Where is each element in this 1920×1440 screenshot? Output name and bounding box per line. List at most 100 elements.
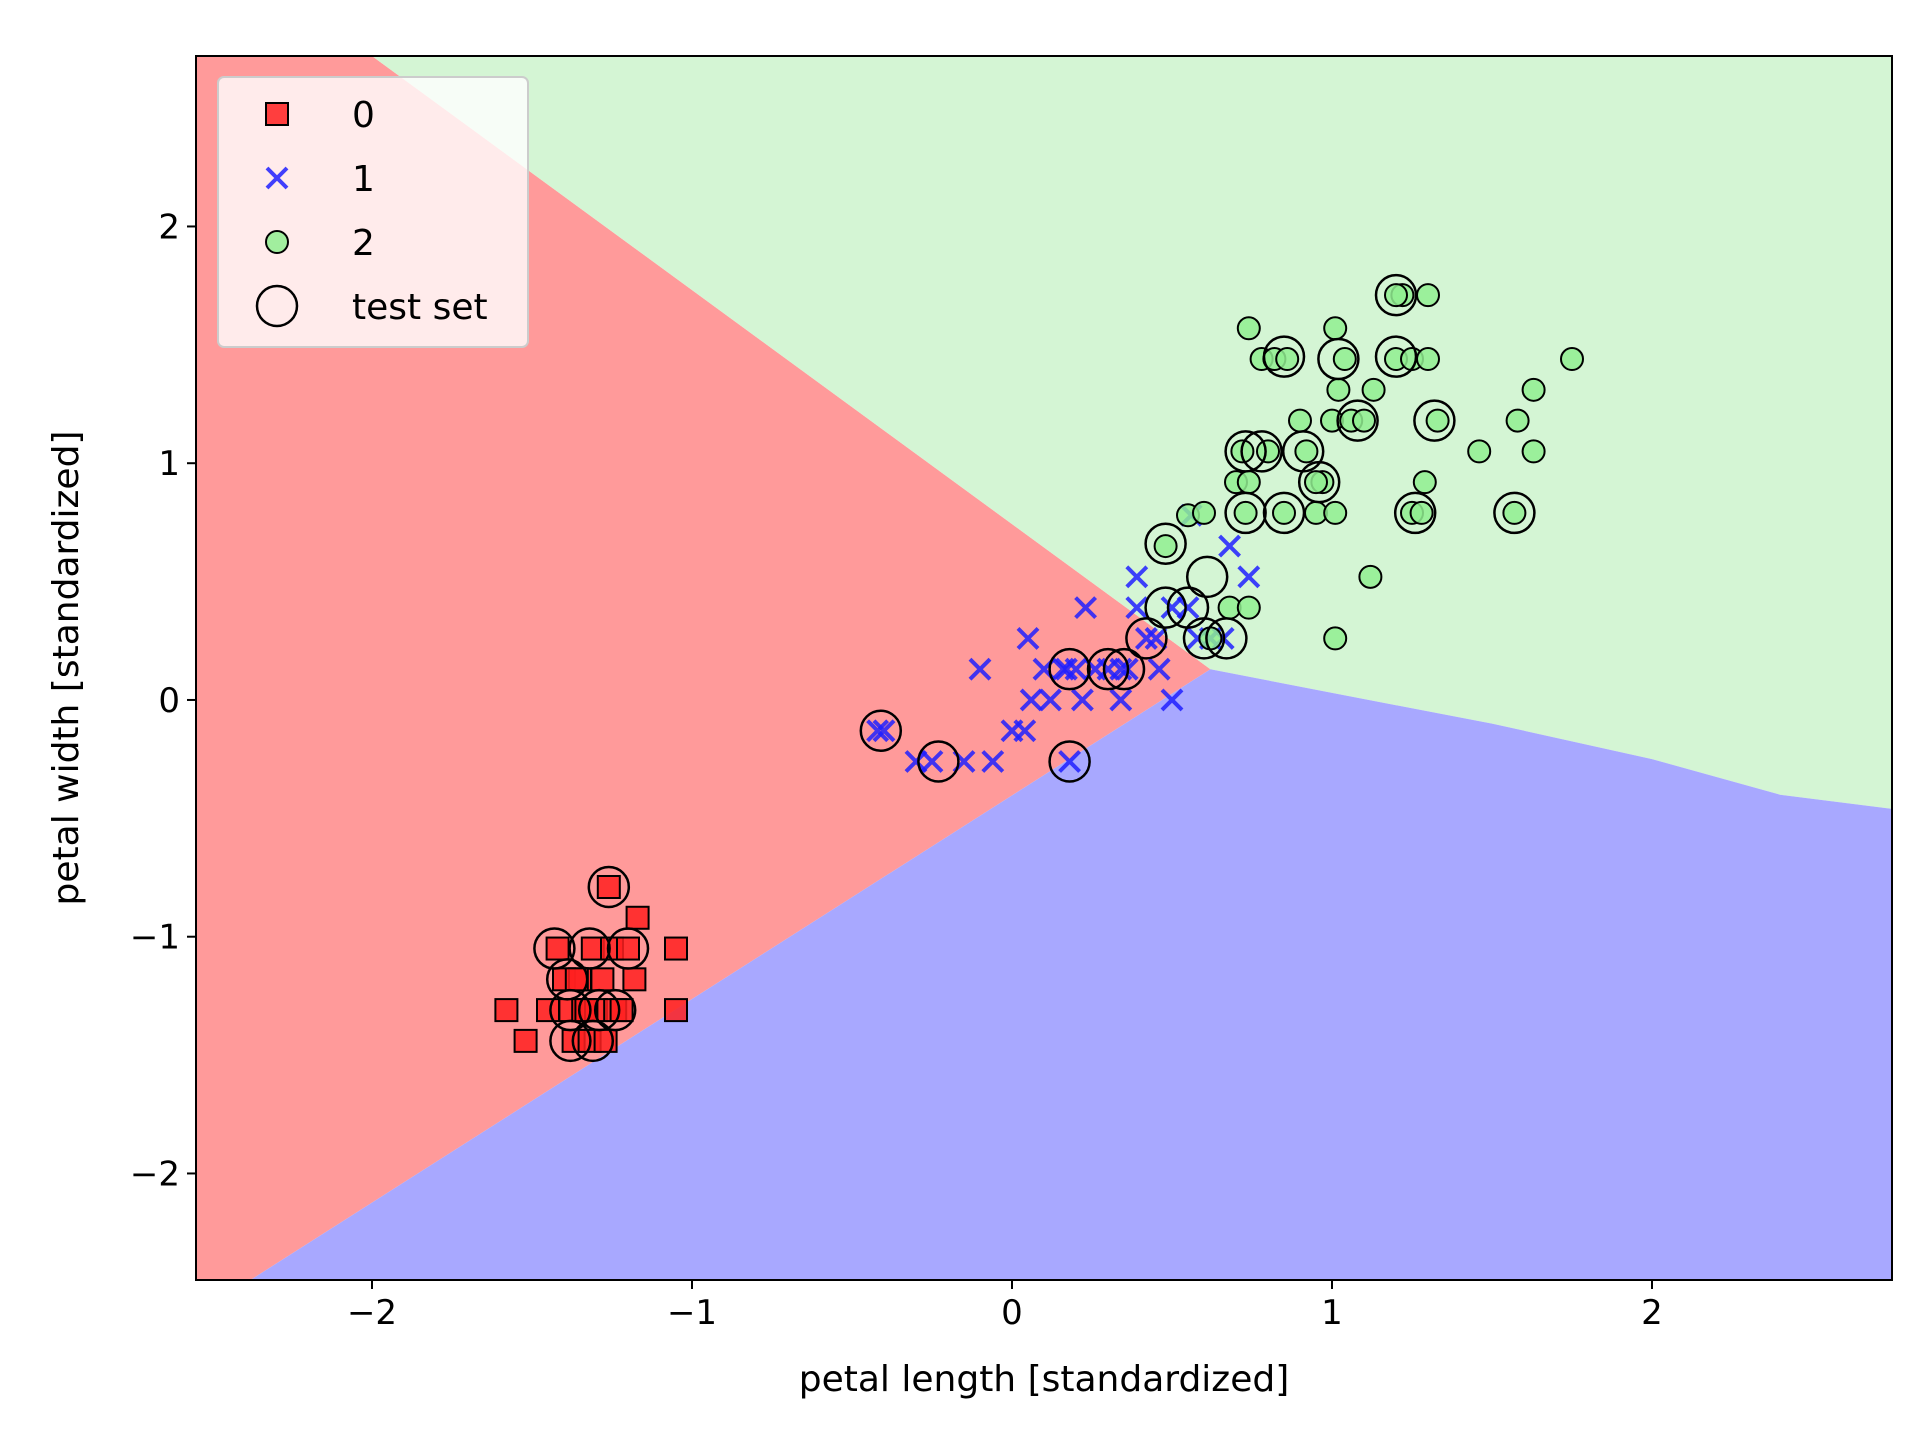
- test-set-ring: [1413, 399, 1456, 442]
- test-set-ring: [606, 927, 650, 970]
- point-class-2: [1502, 500, 1527, 525]
- y-tick-label: 2: [158, 207, 180, 247]
- test-set-ring: [1205, 617, 1248, 660]
- point-class-2: [1233, 500, 1258, 525]
- point-class-2: [1416, 347, 1440, 372]
- test-set-ring: [587, 865, 631, 909]
- test-set-ring: [1262, 491, 1306, 535]
- legend-marker-circle: [265, 230, 289, 254]
- point-class-2: [1236, 470, 1261, 495]
- decision-region-class-0: [196, 56, 1211, 1280]
- point-class-0: [622, 967, 647, 992]
- point-class-1: [1147, 657, 1171, 681]
- y-axis-ticks: −2 −1 0 1 2: [130, 207, 196, 1194]
- point-class-1: [1054, 657, 1078, 681]
- y-tick-label: 1: [158, 444, 180, 484]
- test-set-ring: [571, 1019, 615, 1063]
- x-tick-label: −1: [667, 1293, 717, 1333]
- legend-item-0: 0: [265, 95, 375, 136]
- decision-region-class-1: [250, 669, 1892, 1280]
- point-class-0: [616, 936, 640, 961]
- point-class-2: [1416, 283, 1440, 308]
- test-set-ring: [1336, 399, 1379, 442]
- test-set-ring: [545, 958, 589, 1001]
- legend-item-test-set: test set: [255, 284, 488, 328]
- point-class-2: [1323, 626, 1348, 651]
- y-tick-label: −2: [130, 1154, 180, 1194]
- point-class-2: [1192, 500, 1216, 525]
- x-tick-label: 1: [1321, 1293, 1343, 1333]
- test-set-ring: [1224, 491, 1267, 535]
- point-class-2: [1236, 595, 1261, 620]
- point-class-1: [1134, 626, 1158, 650]
- point-class-1: [1176, 596, 1200, 620]
- point-class-2: [1272, 500, 1296, 525]
- point-class-2: [1384, 283, 1408, 308]
- point-class-1: [1019, 688, 1043, 712]
- series-2: [1153, 283, 1584, 651]
- legend-marker-square: [265, 102, 289, 126]
- decision-regions: [196, 56, 1892, 1280]
- axes-frame: [195, 55, 1893, 1281]
- test-set-ring: [1185, 555, 1229, 599]
- test-set-ring: [577, 988, 621, 1032]
- test-set-ring: [1240, 430, 1283, 473]
- point-class-1: [1064, 657, 1088, 681]
- legend-box: [217, 76, 529, 348]
- point-class-1: [1013, 719, 1037, 743]
- test-set-ring: [1297, 460, 1341, 504]
- test-set-ring: [533, 927, 576, 970]
- point-class-1: [920, 750, 944, 773]
- test-set-ring: [1493, 491, 1536, 535]
- point-class-2: [1425, 408, 1450, 433]
- test-set-ring: [1144, 586, 1187, 629]
- legend: 0 1 2 test set: [217, 76, 529, 348]
- point-class-1: [1058, 750, 1082, 773]
- point-class-0: [590, 967, 615, 992]
- legend-marker-ring: [255, 284, 299, 328]
- point-class-1: [1016, 626, 1040, 650]
- legend-item-2: 2: [265, 223, 375, 264]
- point-class-0: [596, 874, 621, 899]
- x-tick-label: 0: [1001, 1293, 1023, 1333]
- y-tick-label: −1: [130, 918, 180, 958]
- test-set-ring: [859, 709, 903, 752]
- point-class-2: [1236, 316, 1261, 341]
- point-class-0: [536, 998, 560, 1023]
- point-class-1: [866, 719, 890, 743]
- y-axis-label: petal width [standardized]: [46, 431, 87, 906]
- point-class-1: [1125, 565, 1149, 589]
- point-class-0: [664, 998, 688, 1023]
- point-class-2: [1505, 408, 1530, 433]
- point-class-1: [1237, 565, 1261, 589]
- test-set-ring: [1317, 337, 1360, 381]
- legend-label: 2: [352, 223, 375, 264]
- test-set-ring: [1262, 335, 1306, 378]
- point-class-2: [1332, 347, 1357, 372]
- test-set-ring: [1393, 491, 1437, 535]
- point-class-2: [1560, 347, 1584, 372]
- point-class-0: [664, 936, 688, 961]
- test-set-ring: [549, 1019, 592, 1063]
- point-class-2: [1361, 377, 1386, 402]
- test-set-ring: [568, 927, 611, 970]
- x-tick-label: −2: [347, 1293, 397, 1333]
- point-class-2: [1294, 439, 1319, 464]
- point-class-2: [1467, 439, 1492, 464]
- point-class-2: [1304, 470, 1328, 495]
- legend-label: 0: [352, 95, 375, 136]
- test-set-ring: [1224, 430, 1267, 473]
- legend-label: test set: [352, 287, 488, 328]
- point-class-0: [513, 1028, 538, 1053]
- point-class-2: [1358, 564, 1383, 589]
- test-set-ring: [593, 988, 637, 1032]
- point-class-2: [1326, 377, 1351, 402]
- test-set-ring: [1086, 647, 1130, 691]
- point-class-2: [1521, 377, 1546, 402]
- x-tick-label: 2: [1641, 1293, 1663, 1333]
- point-class-0: [609, 998, 634, 1023]
- point-class-0: [545, 936, 570, 961]
- point-class-2: [1256, 439, 1280, 464]
- test-set-ring: [1144, 522, 1187, 565]
